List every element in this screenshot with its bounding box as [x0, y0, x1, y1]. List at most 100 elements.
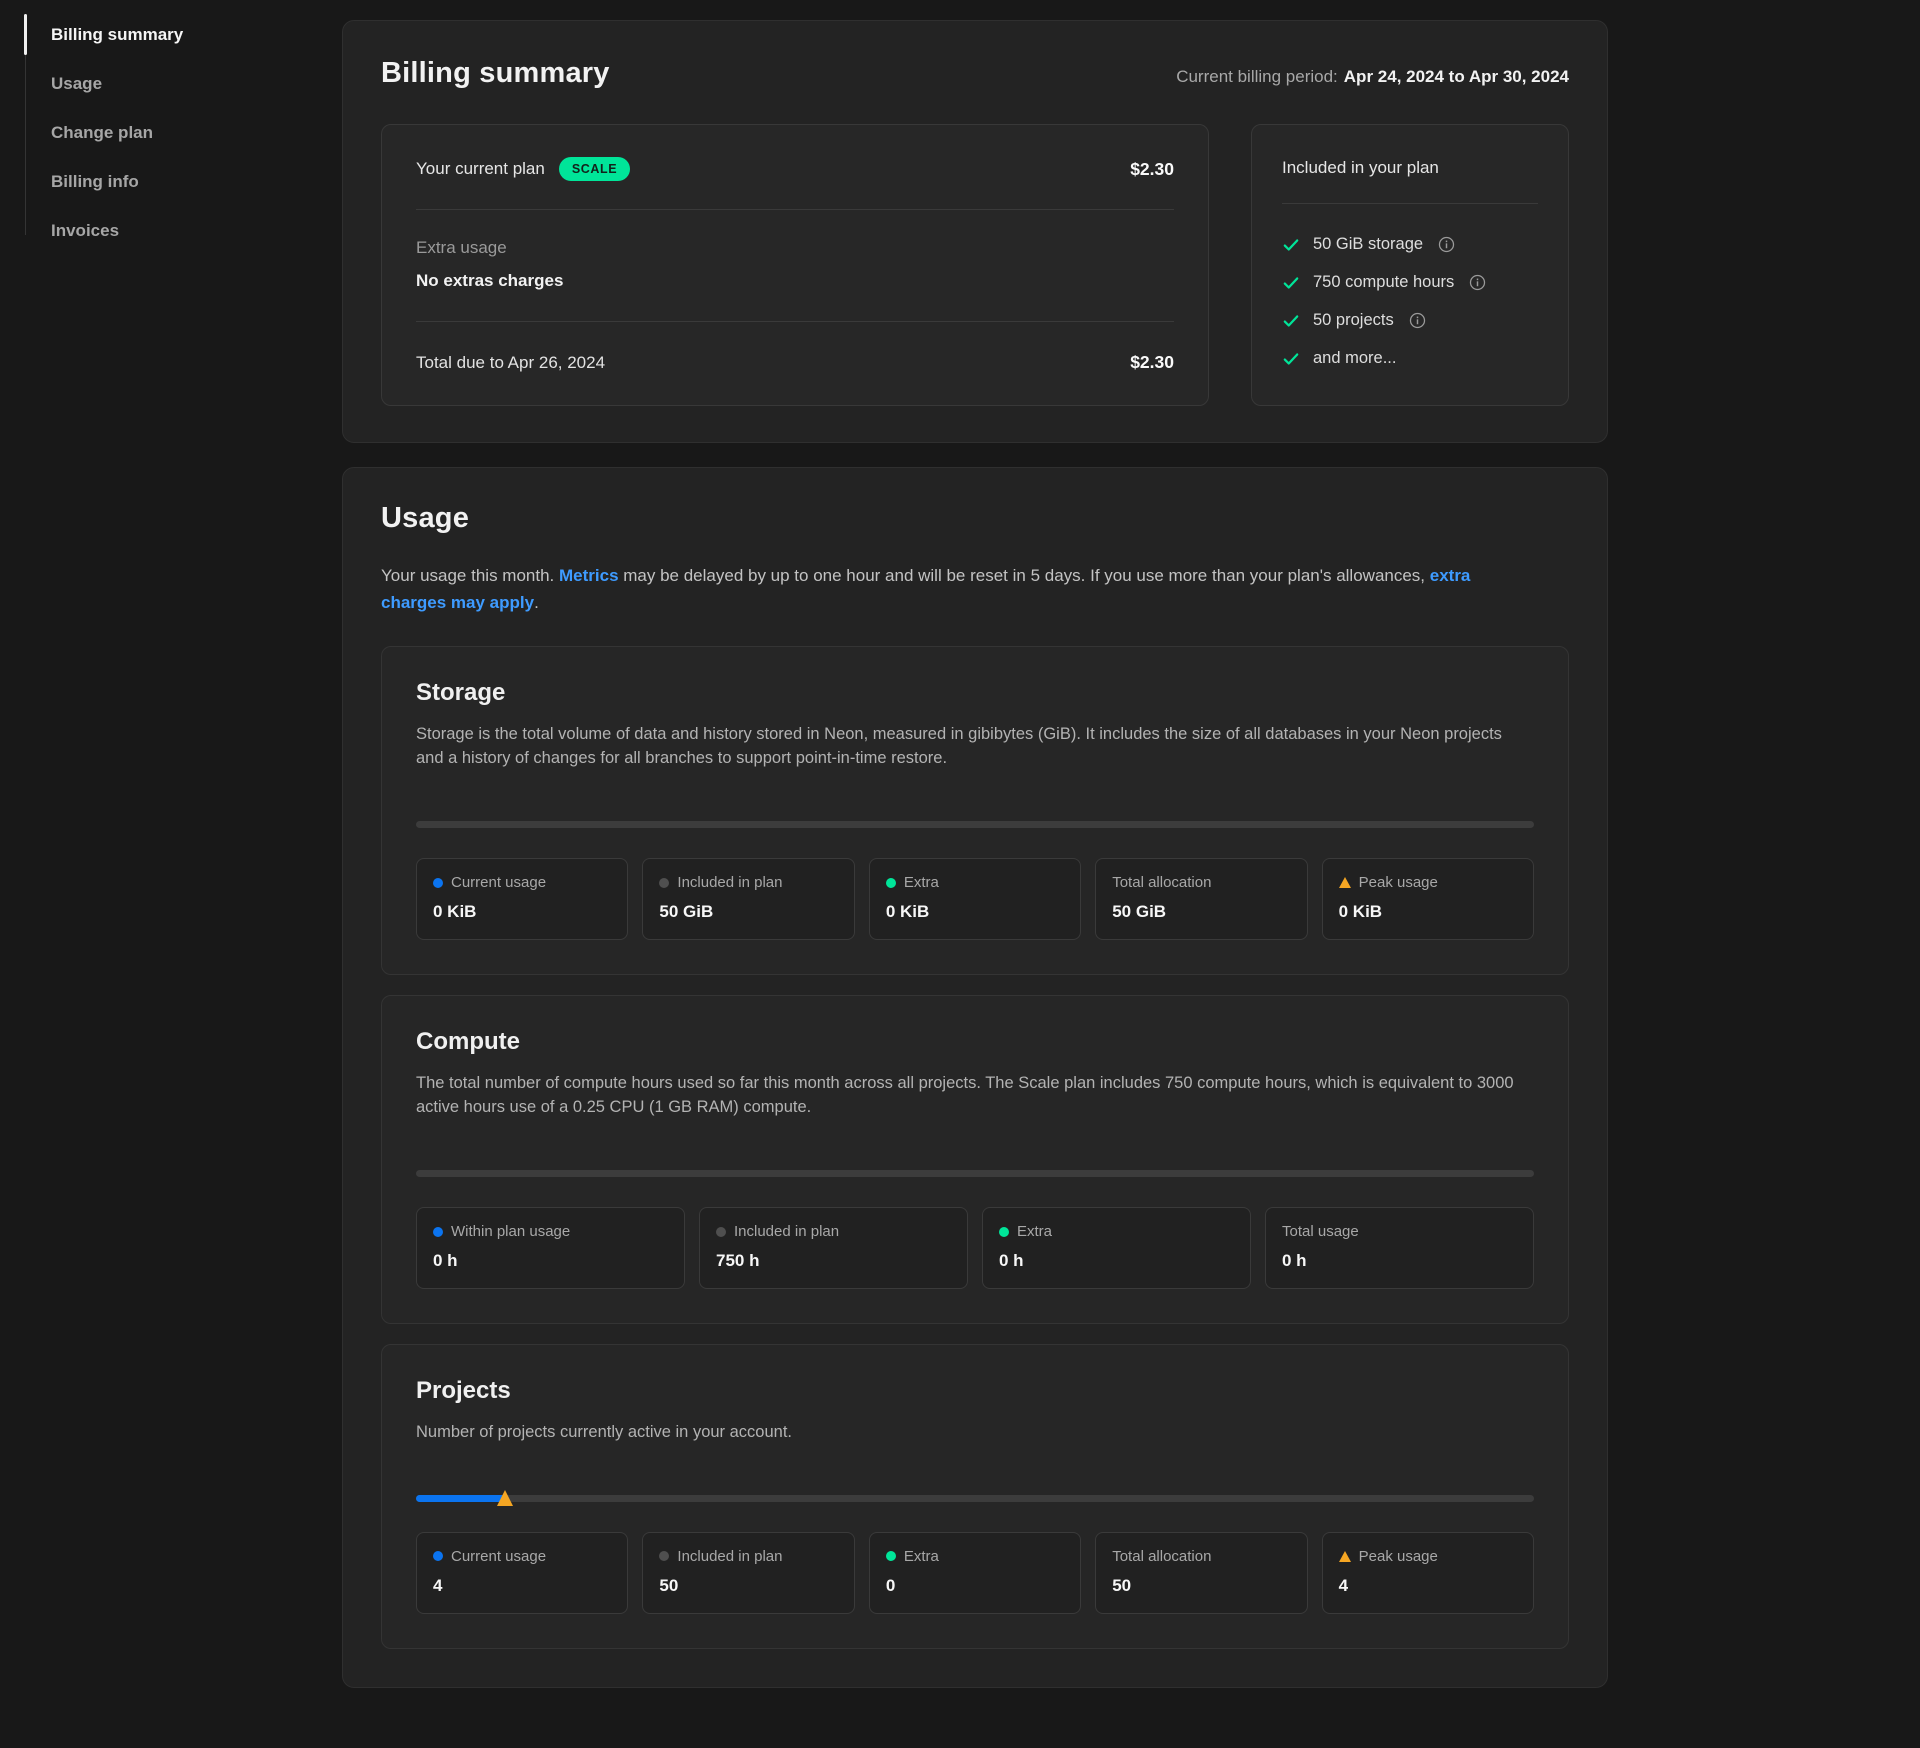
- billing-page: Billing summary Usage Change plan Billin…: [0, 0, 1920, 1688]
- storage-stats: Current usage 0 KiB Included in plan 50 …: [416, 858, 1534, 940]
- storage-progress-bar: [416, 821, 1534, 828]
- projects-description: Number of projects currently active in y…: [416, 1421, 1534, 1445]
- usage-title: Usage: [381, 502, 1569, 535]
- stat-label: Peak usage: [1359, 874, 1438, 891]
- stat-box-total-allocation: Total allocation 50 GiB: [1095, 858, 1307, 940]
- info-icon[interactable]: [1438, 236, 1455, 253]
- included-item-label: 50 GiB storage: [1313, 235, 1423, 254]
- current-plan-panel: Your current plan SCALE $2.30 Extra usag…: [381, 124, 1209, 406]
- compute-stats: Within plan usage 0 h Included in plan 7…: [416, 1207, 1534, 1289]
- stat-value: 750 h: [716, 1251, 951, 1271]
- sidebar-item-change-plan[interactable]: Change plan: [25, 122, 342, 143]
- stat-label: Total allocation: [1112, 874, 1211, 891]
- projects-progress-bar: [416, 1495, 1534, 1502]
- intro-text: Your usage this month.: [381, 566, 559, 585]
- sidebar-item-billing-summary[interactable]: Billing summary: [25, 24, 342, 45]
- stat-value: 50 GiB: [659, 902, 837, 922]
- info-icon[interactable]: [1469, 274, 1486, 291]
- stat-box-within-plan-usage: Within plan usage 0 h: [416, 1207, 685, 1289]
- stat-box-current-usage: Current usage 4: [416, 1532, 628, 1614]
- storage-description: Storage is the total volume of data and …: [416, 723, 1534, 771]
- included-item-storage: 50 GiB storage: [1282, 235, 1538, 254]
- billing-summary-header: Billing summary Current billing period: A…: [381, 57, 1569, 90]
- check-icon: [1282, 236, 1300, 254]
- stat-value: 50: [1112, 1576, 1290, 1596]
- intro-text: may be delayed by up to one hour and wil…: [619, 566, 1430, 585]
- info-icon[interactable]: [1409, 312, 1426, 329]
- stat-value: 50 GiB: [1112, 902, 1290, 922]
- compute-section: Compute The total number of compute hour…: [381, 995, 1569, 1324]
- storage-section: Storage Storage is the total volume of d…: [381, 646, 1569, 975]
- included-in-plan-list: 50 GiB storage 750 compute hours 50 proj…: [1282, 204, 1538, 368]
- stat-label: Extra: [904, 874, 939, 891]
- stat-value: 0 KiB: [433, 902, 611, 922]
- included-dot-icon: [659, 1551, 669, 1561]
- current-usage-dot-icon: [433, 878, 443, 888]
- stat-label: Total usage: [1282, 1223, 1359, 1240]
- main-content: Billing summary Current billing period: A…: [342, 0, 1608, 1688]
- stat-label: Current usage: [451, 874, 546, 891]
- stat-box-extra: Extra 0 h: [982, 1207, 1251, 1289]
- peak-usage-triangle-icon: [1339, 877, 1351, 888]
- plan-scale-badge: SCALE: [559, 157, 630, 181]
- peak-usage-triangle-icon: [1339, 1551, 1351, 1562]
- included-dot-icon: [716, 1227, 726, 1237]
- current-plan-label: Your current plan: [416, 159, 545, 179]
- current-plan-row: Your current plan SCALE $2.30: [416, 125, 1174, 210]
- included-item-projects: 50 projects: [1282, 311, 1538, 330]
- billing-period-label: Current billing period:: [1176, 67, 1338, 86]
- stat-value: 0 KiB: [1339, 902, 1517, 922]
- included-item-compute: 750 compute hours: [1282, 273, 1538, 292]
- metrics-link[interactable]: Metrics: [559, 566, 619, 585]
- stat-value: 4: [1339, 1576, 1517, 1596]
- stat-value: 0 h: [999, 1251, 1234, 1271]
- stat-label: Extra: [1017, 1223, 1052, 1240]
- stat-value: 0 KiB: [886, 902, 1064, 922]
- total-due-label: Total due to Apr 26, 2024: [416, 353, 605, 373]
- stat-label: Extra: [904, 1548, 939, 1565]
- stat-value: 4: [433, 1576, 611, 1596]
- page-title: Billing summary: [381, 57, 610, 90]
- usage-card: Usage Your usage this month. Metrics may…: [342, 467, 1608, 1688]
- extra-usage-row: Extra usage No extras charges: [416, 210, 1174, 322]
- stat-box-extra: Extra 0: [869, 1532, 1081, 1614]
- billing-panels: Your current plan SCALE $2.30 Extra usag…: [381, 124, 1569, 406]
- stat-label: Current usage: [451, 1548, 546, 1565]
- projects-stats: Current usage 4 Included in plan 50 Extr…: [416, 1532, 1534, 1614]
- storage-section-title: Storage: [416, 679, 1534, 707]
- sidebar-item-usage[interactable]: Usage: [25, 73, 342, 94]
- plan-amount: $2.30: [1130, 159, 1174, 180]
- extra-dot-icon: [999, 1227, 1009, 1237]
- stat-box-total-allocation: Total allocation 50: [1095, 1532, 1307, 1614]
- compute-description: The total number of compute hours used s…: [416, 1072, 1534, 1120]
- peak-usage-marker-icon: [497, 1490, 513, 1506]
- stat-box-extra: Extra 0 KiB: [869, 858, 1081, 940]
- within-plan-dot-icon: [433, 1227, 443, 1237]
- billing-period: Current billing period: Apr 24, 2024 to A…: [1176, 67, 1569, 87]
- extra-dot-icon: [886, 1551, 896, 1561]
- sidebar-item-invoices[interactable]: Invoices: [25, 220, 342, 241]
- billing-period-value: Apr 24, 2024 to Apr 30, 2024: [1344, 67, 1569, 86]
- check-icon: [1282, 350, 1300, 368]
- stat-label: Included in plan: [677, 1548, 782, 1565]
- billing-summary-card: Billing summary Current billing period: A…: [342, 20, 1608, 443]
- stat-value: 0 h: [1282, 1251, 1517, 1271]
- compute-progress-bar: [416, 1170, 1534, 1177]
- extra-dot-icon: [886, 878, 896, 888]
- included-dot-icon: [659, 878, 669, 888]
- check-icon: [1282, 274, 1300, 292]
- stat-label: Included in plan: [734, 1223, 839, 1240]
- included-item-more: and more...: [1282, 349, 1538, 368]
- stat-box-included-in-plan: Included in plan 50: [642, 1532, 854, 1614]
- extra-usage-value: No extras charges: [416, 271, 1174, 291]
- stat-value: 50: [659, 1576, 837, 1596]
- included-in-plan-title: Included in your plan: [1282, 125, 1538, 204]
- stat-label: Peak usage: [1359, 1548, 1438, 1565]
- stat-box-current-usage: Current usage 0 KiB: [416, 858, 628, 940]
- stat-box-total-usage: Total usage 0 h: [1265, 1207, 1534, 1289]
- projects-progress-fill: [416, 1495, 505, 1502]
- stat-label: Included in plan: [677, 874, 782, 891]
- check-icon: [1282, 312, 1300, 330]
- current-usage-dot-icon: [433, 1551, 443, 1561]
- sidebar-item-billing-info[interactable]: Billing info: [25, 171, 342, 192]
